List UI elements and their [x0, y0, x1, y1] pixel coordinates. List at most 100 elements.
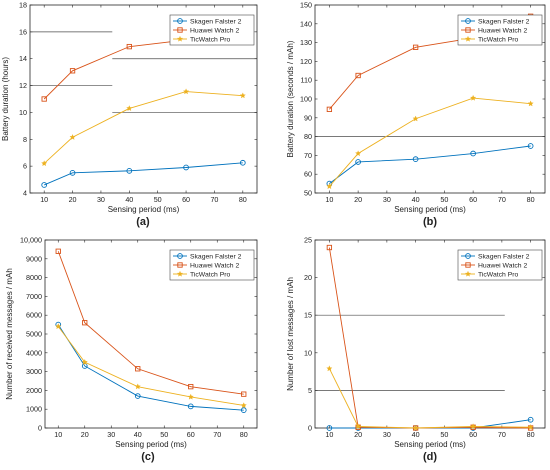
x-axis: 10 20 30 40 50 60 70 80: [40, 5, 247, 204]
y-tick-label: 1000: [26, 405, 42, 414]
x-tick-label: 30: [383, 195, 391, 204]
x-tick-label: 20: [354, 430, 362, 439]
data-point-legend-1: [465, 27, 471, 33]
series-line: [44, 162, 243, 186]
legend-entry-label: Skagen Falster 2: [190, 253, 242, 260]
series-line: [43, 91, 243, 164]
x-tick-label: 60: [182, 195, 190, 204]
data-point-3: [470, 423, 477, 430]
y-axis-title: Battery duration (hours): [1, 57, 10, 141]
data-point-1: [82, 320, 88, 326]
data-point-legend-0: [465, 253, 471, 259]
data-point-4: [527, 100, 534, 107]
legend: Skagen Falster 2 Huawei Watch 2 TicWatch P…: [169, 14, 255, 46]
x-tick-label: 10: [54, 430, 62, 439]
x-tick-label: 40: [412, 195, 420, 204]
series-huawei-watch-2: [55, 248, 247, 397]
y-tick-label: 8: [23, 135, 27, 144]
x-axis-title: Sensing period (ms): [394, 205, 466, 214]
x-tick-label: 20: [354, 195, 362, 204]
series-ticwatch-pro: [326, 94, 534, 190]
data-point-1: [355, 150, 362, 157]
y-tick-label: 110: [301, 76, 312, 85]
data-point-legend-1: [465, 262, 471, 268]
legend-entry-label: Skagen Falster 2: [478, 253, 530, 260]
data-point-1: [69, 134, 76, 140]
x-tick-label: 30: [107, 430, 115, 439]
data-point-1: [355, 159, 361, 165]
data-point-2: [412, 44, 419, 50]
data-point-4: [527, 424, 534, 430]
data-point-3: [187, 403, 194, 410]
series-line: [329, 145, 531, 184]
x-tick-label: 50: [160, 430, 168, 439]
y-tick-label: 18: [19, 1, 27, 10]
y-tick-label: 3000: [26, 367, 42, 376]
data-point-legend-0: [177, 18, 183, 24]
data-point-3: [470, 94, 477, 101]
legend-entry-label: Huawei Watch 2: [190, 27, 239, 34]
y-tick-label: 16: [19, 27, 27, 36]
data-point-2: [412, 156, 419, 163]
data-point-2: [126, 105, 133, 111]
series-line: [57, 251, 244, 395]
x-tick-label: 20: [69, 195, 77, 204]
legend: Skagen Falster 2 Huawei Watch 2 TicWatch P…: [169, 249, 255, 281]
y-axis: 50 60 70 80 90 100 110 120 130 140 150: [300, 1, 545, 198]
legend-entry-label: TicWatch Pro: [478, 36, 519, 43]
y-tick-label: 15: [304, 311, 312, 320]
x-tick-label: 50: [440, 195, 448, 204]
panel-label: (b): [423, 216, 437, 228]
y-tick-label: 4000: [26, 348, 42, 357]
x-axis-title: Sensing period (ms): [394, 440, 466, 449]
y-tick-label: 4: [23, 189, 27, 198]
y-axis: 0 1000 2000 3000 4000 5000 6000 7000 8000 9000 10,…: [20, 236, 257, 433]
series-ticwatch-pro: [326, 365, 534, 431]
legend-entry-label: TicWatch Pro: [190, 271, 231, 278]
x-tick-label: 50: [154, 195, 162, 204]
y-tick-label: 60: [304, 170, 312, 179]
y-axis-title: Number of received messages / mAh: [5, 268, 14, 400]
x-tick-label: 10: [325, 195, 333, 204]
y-tick-label: 0: [38, 424, 42, 433]
y-tick-label: 14: [19, 54, 27, 63]
y-axis: 4 6 8 10 12 14 16 18: [19, 1, 257, 198]
y-tick-label: 70: [304, 151, 312, 160]
data-point-4: [241, 391, 247, 397]
y-tick-label: 10: [304, 348, 312, 357]
legend: Skagen Falster 2 Huawei Watch 2 TicWatch P…: [457, 249, 543, 281]
x-tick-label: 10: [40, 195, 48, 204]
data-point-legend-2: [464, 35, 472, 42]
x-tick-label: 20: [81, 430, 89, 439]
legend-entry-label: Huawei Watch 2: [190, 262, 239, 269]
series-skagen-falster-2: [55, 321, 247, 413]
data-point-3: [183, 164, 189, 171]
y-tick-label: 2000: [26, 386, 42, 395]
data-point-4: [240, 407, 247, 413]
data-point-legend-0: [465, 18, 471, 24]
x-tick-label: 60: [469, 430, 477, 439]
legend-entry-label: Skagen Falster 2: [190, 18, 242, 25]
series-line: [57, 326, 244, 406]
data-point-2: [412, 115, 419, 122]
x-tick-label: 70: [213, 430, 221, 439]
data-point-4: [527, 416, 534, 423]
y-tick-label: 90: [304, 113, 312, 122]
data-point-2: [126, 43, 132, 50]
y-tick-label: 50: [304, 189, 312, 198]
data-point-1: [69, 68, 76, 74]
data-point-1: [69, 170, 76, 176]
data-point-4: [527, 143, 534, 149]
data-point-2: [126, 167, 133, 174]
x-axis-title: Sensing period (ms): [115, 440, 187, 449]
data-point-3: [470, 150, 476, 157]
x-axis: 10 20 30 40 50 60 70 80: [325, 240, 535, 439]
data-point-3: [187, 393, 194, 400]
data-point-2: [134, 393, 141, 399]
y-tick-label: 120: [300, 57, 312, 66]
data-point-legend-2: [176, 270, 184, 277]
legend: Skagen Falster 2 Huawei Watch 2 TicWatch P…: [457, 14, 543, 46]
x-tick-label: 70: [498, 430, 506, 439]
y-tick-label: 6: [23, 162, 27, 171]
